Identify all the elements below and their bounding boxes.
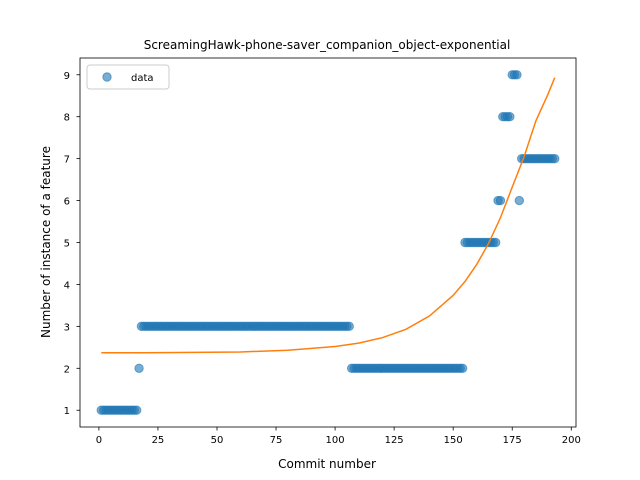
data-point [495,195,506,206]
data-points [96,70,560,415]
y-tick-label: 1 [64,406,70,417]
chart-title: ScreamingHawk-phone-saver_companion_obje… [144,38,511,52]
x-tick-label: 100 [326,435,345,446]
data-point [131,405,142,415]
x-tick-label: 50 [211,435,224,446]
legend-box [86,64,170,90]
y-axis-label: Number of instance of a feature [39,146,53,338]
y-tick-label: 2 [64,364,70,375]
y-tick-label: 7 [64,155,70,166]
fit-line [101,77,556,354]
data-point [491,237,501,248]
x-axis-label: Commit number [278,457,376,471]
data-point [550,153,560,164]
legend: data [86,64,170,90]
x-tick-label: 175 [503,435,522,446]
data-point [457,363,468,373]
plot-area [96,70,560,415]
y-tick-label: 3 [64,322,70,333]
data-point [514,195,525,206]
legend-label: data [131,73,154,84]
x-tick-label: 150 [444,435,463,446]
x-tick-label: 200 [562,435,581,446]
data-point [134,363,144,373]
legend-marker [102,72,112,82]
x-tick-label: 75 [270,435,283,446]
y-tick-label: 8 [64,113,70,124]
y-tick-label: 5 [64,239,70,250]
x-tick-label: 25 [152,435,165,446]
data-point [512,70,522,80]
axes: 0 25 50 75 100 125 150 175 200 1 2 3 4 5 6 7 8 9 [64,57,581,446]
x-tick-label: 0 [96,435,102,446]
y-tick-label: 6 [64,197,70,208]
data-point [344,321,354,332]
x-tick-label: 125 [385,435,404,446]
y-tick-label: 4 [64,280,70,291]
data-point [505,112,515,122]
y-tick-label: 9 [64,71,70,82]
